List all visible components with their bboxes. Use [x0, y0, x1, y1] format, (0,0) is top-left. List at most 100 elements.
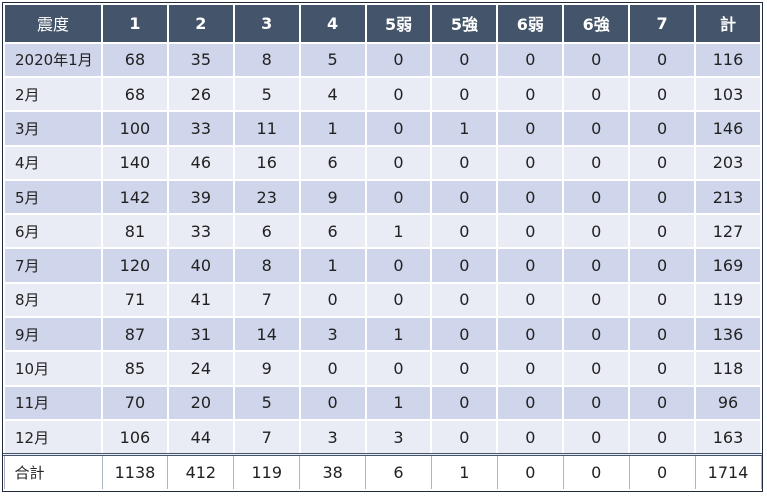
cell: 16: [232, 144, 301, 181]
cell: 6: [365, 453, 432, 492]
data-row: 11月 70 20 5 0 1 0 0 0 0 96: [3, 384, 762, 421]
cell: 3: [364, 418, 433, 456]
row-label: 6月: [3, 213, 103, 250]
cell: 0: [562, 350, 631, 387]
row-label: 8月: [3, 281, 103, 319]
cell: 0: [364, 350, 433, 387]
cell: 5: [232, 76, 301, 113]
cell: 24: [166, 350, 235, 387]
cell: 0: [430, 178, 499, 216]
cell: 0: [430, 247, 499, 284]
cell: 0: [364, 76, 433, 113]
cell: 4: [298, 76, 367, 113]
data-row: 6月 81 33 6 6 1 0 0 0 0 127: [3, 213, 762, 250]
header-cell: 3: [232, 3, 301, 44]
cell: 0: [496, 110, 565, 147]
data-row: 12月 106 44 7 3 3 0 0 0 0 163: [3, 418, 762, 456]
cell: 0: [628, 247, 697, 284]
header-cell: 5弱: [364, 3, 433, 44]
cell: 0: [430, 41, 499, 79]
cell: 0: [562, 178, 631, 216]
data-row: 8月 71 41 7 0 0 0 0 0 0 119: [3, 281, 762, 319]
cell: 40: [166, 247, 235, 284]
cell: 203: [694, 144, 762, 181]
cell: 0: [496, 281, 565, 319]
cell: 70: [101, 384, 169, 421]
header-cell: 計: [694, 3, 762, 44]
cell: 5: [232, 384, 301, 421]
row-label: 10月: [3, 350, 103, 387]
cell: 1: [298, 110, 367, 147]
row-label: 2月: [3, 76, 103, 113]
cell: 0: [430, 418, 499, 456]
header-cell: 震度: [3, 3, 103, 44]
cell: 3: [298, 418, 367, 456]
cell: 0: [430, 281, 499, 319]
row-label: 合計: [3, 453, 103, 492]
cell: 26: [166, 76, 235, 113]
cell: 81: [101, 213, 169, 250]
cell: 0: [628, 178, 697, 216]
data-row: 2月 68 26 5 4 0 0 0 0 0 103: [3, 76, 762, 113]
cell: 0: [562, 384, 631, 421]
cell: 1: [430, 110, 499, 147]
cell: 0: [628, 418, 697, 456]
cell: 1: [364, 315, 433, 353]
cell: 87: [101, 315, 169, 353]
cell: 31: [166, 315, 235, 353]
cell: 0: [628, 76, 697, 113]
cell: 0: [496, 247, 565, 284]
header-cell: 7: [628, 3, 697, 44]
cell: 0: [496, 315, 565, 353]
data-row: 3月 100 33 11 1 0 1 0 0 0 146: [3, 110, 762, 147]
cell: 0: [628, 213, 697, 250]
cell: 44: [166, 418, 235, 456]
cell: 33: [166, 110, 235, 147]
cell: 0: [430, 315, 499, 353]
cell: 0: [298, 384, 367, 421]
data-row: 2020年1月 68 35 8 5 0 0 0 0 0 116: [3, 41, 762, 79]
cell: 103: [694, 76, 762, 113]
cell: 7: [232, 281, 301, 319]
cell: 9: [298, 178, 367, 216]
cell: 0: [628, 384, 697, 421]
total-row: 合計 1138 412 119 38 6 1 0 0 0 1714: [3, 453, 762, 492]
cell: 0: [562, 453, 630, 492]
cell: 23: [232, 178, 301, 216]
cell: 41: [166, 281, 235, 319]
row-label: 9月: [3, 315, 103, 353]
cell: 0: [562, 247, 631, 284]
cell: 169: [694, 247, 762, 284]
cell: 0: [298, 281, 367, 319]
cell: 0: [628, 453, 696, 492]
cell: 7: [232, 418, 301, 456]
cell: 100: [101, 110, 169, 147]
cell: 71: [101, 281, 169, 319]
data-row: 10月 85 24 9 0 0 0 0 0 0 118: [3, 350, 762, 387]
cell: 0: [562, 281, 631, 319]
cell: 140: [101, 144, 169, 181]
cell: 35: [166, 41, 235, 79]
cell: 68: [101, 76, 169, 113]
cell: 1138: [101, 453, 169, 492]
cell: 46: [166, 144, 235, 181]
cell: 163: [694, 418, 762, 456]
data-row: 4月 140 46 16 6 0 0 0 0 0 203: [3, 144, 762, 181]
cell: 213: [694, 178, 762, 216]
cell: 116: [694, 41, 762, 79]
cell: 9: [232, 350, 301, 387]
cell: 0: [562, 110, 631, 147]
row-label: 5月: [3, 178, 103, 216]
cell: 0: [430, 350, 499, 387]
cell: 0: [430, 213, 499, 250]
header-cell: 2: [166, 3, 235, 44]
cell: 0: [364, 144, 433, 181]
cell: 1: [364, 213, 433, 250]
cell: 412: [167, 453, 235, 492]
cell: 5: [298, 41, 367, 79]
cell: 39: [166, 178, 235, 216]
cell: 120: [101, 247, 169, 284]
data-row: 9月 87 31 14 3 1 0 0 0 0 136: [3, 315, 762, 353]
cell: 0: [628, 41, 697, 79]
